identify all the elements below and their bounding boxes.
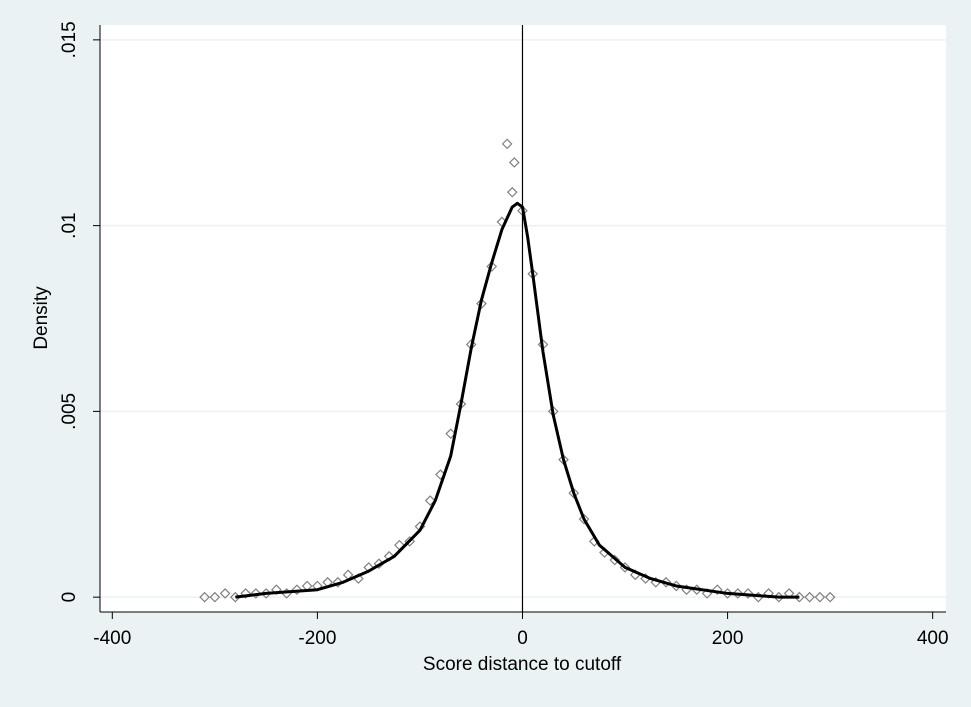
x-tick-label: 0 [517, 628, 528, 649]
fit-line [235, 201, 800, 599]
scatter-point [424, 495, 436, 506]
scatter-point [199, 591, 210, 603]
scatter-point [711, 584, 723, 596]
scatter-point [732, 588, 744, 599]
y-tick-label: .005 [59, 393, 80, 430]
scatter-point [332, 576, 344, 588]
scatter-point [763, 588, 774, 599]
x-tick-label: 200 [712, 628, 744, 649]
scatter-point [804, 591, 815, 603]
x-tick-label: -200 [298, 628, 336, 649]
y-tick-label: .01 [59, 212, 80, 238]
scatter-point [824, 591, 836, 603]
x-axis-title: Score distance to cutoff [423, 654, 622, 675]
scatter-point [578, 513, 590, 525]
scatter-point [609, 554, 621, 566]
scatter-point [219, 588, 231, 599]
scatter-point [209, 591, 221, 603]
x-tick-label: -400 [93, 628, 131, 649]
scatter-point [794, 591, 805, 603]
scatter-point [476, 298, 487, 309]
scatter-point [250, 588, 262, 599]
scatter-point [742, 588, 754, 599]
y-tick-label: 0 [59, 592, 80, 603]
scatter-point [568, 487, 580, 499]
x-tick-label: 400 [917, 628, 949, 649]
scatter-point [814, 591, 826, 603]
scatter-point [240, 588, 251, 599]
scatter-point [508, 157, 520, 168]
scatter-point [291, 584, 303, 596]
scatter-point [501, 138, 513, 150]
scatter-point [445, 428, 457, 440]
scatter-point [506, 186, 518, 198]
scatter-point [404, 536, 416, 547]
y-tick-label: .015 [59, 21, 80, 58]
scatter-point [486, 261, 498, 272]
y-axis-title: Density [31, 286, 52, 350]
scatter-point [271, 584, 282, 596]
